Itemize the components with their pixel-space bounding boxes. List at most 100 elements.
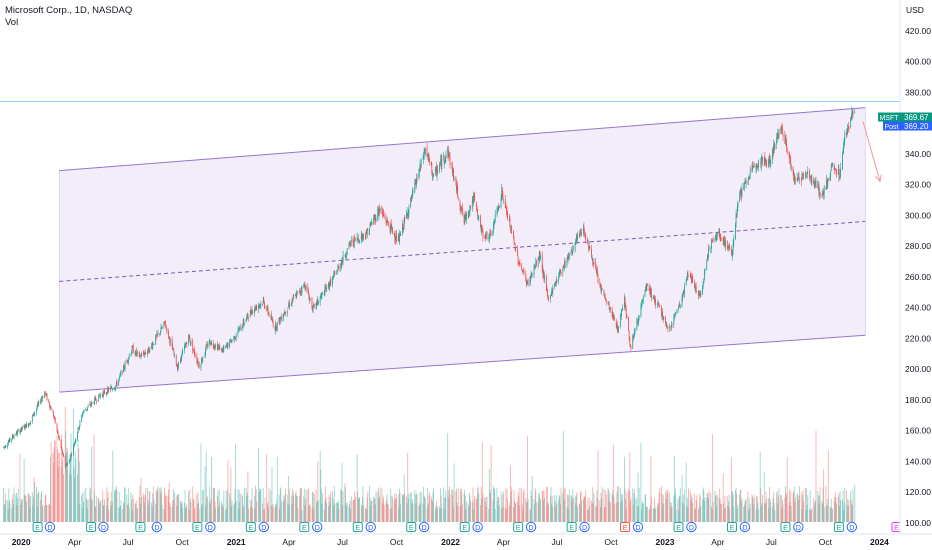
dividend-marker: D [793, 521, 804, 533]
candle [8, 437, 10, 443]
candle-body [325, 286, 326, 290]
volume-bar [23, 458, 25, 522]
candle-body [233, 335, 235, 340]
volume-bar [41, 506, 43, 522]
candle [728, 244, 729, 252]
candle [89, 401, 91, 406]
volume-bar [625, 508, 627, 522]
volume-bar [241, 494, 243, 522]
candle-body [412, 191, 413, 198]
volume-bar [29, 507, 31, 522]
volume-bar [558, 495, 560, 522]
candle-body [11, 435, 13, 440]
candle [36, 404, 38, 411]
candle [439, 163, 441, 167]
volume-bar [54, 440, 56, 522]
candle-body [12, 435, 14, 437]
candle [324, 283, 326, 297]
candle-body [825, 187, 827, 190]
volume-bar [147, 504, 149, 522]
volume-bar [527, 498, 529, 522]
candle [854, 109, 856, 114]
candle-body [297, 291, 299, 292]
volume-bar [338, 508, 340, 522]
candle [819, 191, 821, 200]
candle [353, 240, 355, 248]
candle-body [480, 216, 481, 228]
candle-body [363, 234, 365, 237]
candle [703, 269, 705, 281]
candle [695, 282, 697, 294]
candle [428, 152, 430, 163]
candle-body [151, 345, 153, 348]
event-letter: E [302, 525, 307, 532]
candle-body [730, 248, 732, 252]
candle-body [597, 275, 599, 283]
channel-fill [59, 107, 866, 393]
candle-body [649, 289, 651, 294]
volume-bar [552, 506, 554, 522]
volume-bar [320, 488, 322, 522]
candle-body [259, 304, 261, 306]
candle-body [198, 364, 199, 365]
volume-bar [793, 486, 795, 522]
volume-bar [204, 466, 206, 522]
candle-body [321, 293, 323, 296]
candle [231, 339, 233, 344]
volume-bar [184, 489, 186, 522]
volume-bar [505, 488, 507, 522]
volume-bar [210, 498, 212, 522]
candle [460, 205, 462, 211]
volume-bar [781, 508, 783, 522]
candle-body [692, 275, 694, 283]
volume-bar [156, 490, 158, 522]
volume-bar [443, 487, 444, 522]
candle [641, 299, 642, 310]
dividend-marker: D [205, 521, 216, 533]
candle-body [711, 239, 713, 242]
volume-indicator-label[interactable]: Vol [5, 17, 19, 28]
volume-bar [674, 494, 676, 522]
event-letter: E [623, 525, 628, 532]
candle [53, 411, 54, 417]
candle [266, 306, 268, 312]
candle [12, 433, 14, 439]
candle [419, 167, 420, 178]
price-axis: USD100.00120.00140.00160.00180.00200.002… [899, 0, 932, 550]
candle [517, 245, 518, 257]
candle-body [17, 430, 19, 431]
candle [459, 199, 461, 212]
earnings-marker: E [513, 522, 524, 532]
candle [424, 148, 426, 155]
time-axis-bg [0, 534, 932, 550]
candle [398, 234, 400, 242]
candle [238, 327, 239, 332]
candle-body [488, 238, 490, 239]
candle-body [477, 209, 479, 215]
volume-bar [91, 446, 93, 522]
candle [777, 128, 779, 143]
volume-bar [288, 504, 290, 522]
volume-bar [223, 490, 225, 522]
candle [262, 303, 263, 306]
volume-bar [802, 495, 803, 522]
candle-body [360, 235, 362, 243]
candle [131, 344, 133, 354]
dividend-marker: D [418, 521, 430, 533]
candle [247, 313, 249, 319]
candle-body [798, 176, 800, 179]
volume-bar [724, 496, 726, 522]
volume-bar [455, 491, 457, 522]
candle [406, 207, 408, 217]
candle-body [202, 357, 204, 358]
candle [654, 294, 655, 305]
volume-bar [744, 501, 746, 522]
candle-body [716, 236, 718, 240]
candle-body [645, 285, 647, 291]
volume-bar [682, 502, 684, 522]
volume-bar [403, 495, 405, 522]
volume-bar [202, 489, 204, 522]
candle [263, 300, 265, 309]
candle [63, 452, 64, 457]
